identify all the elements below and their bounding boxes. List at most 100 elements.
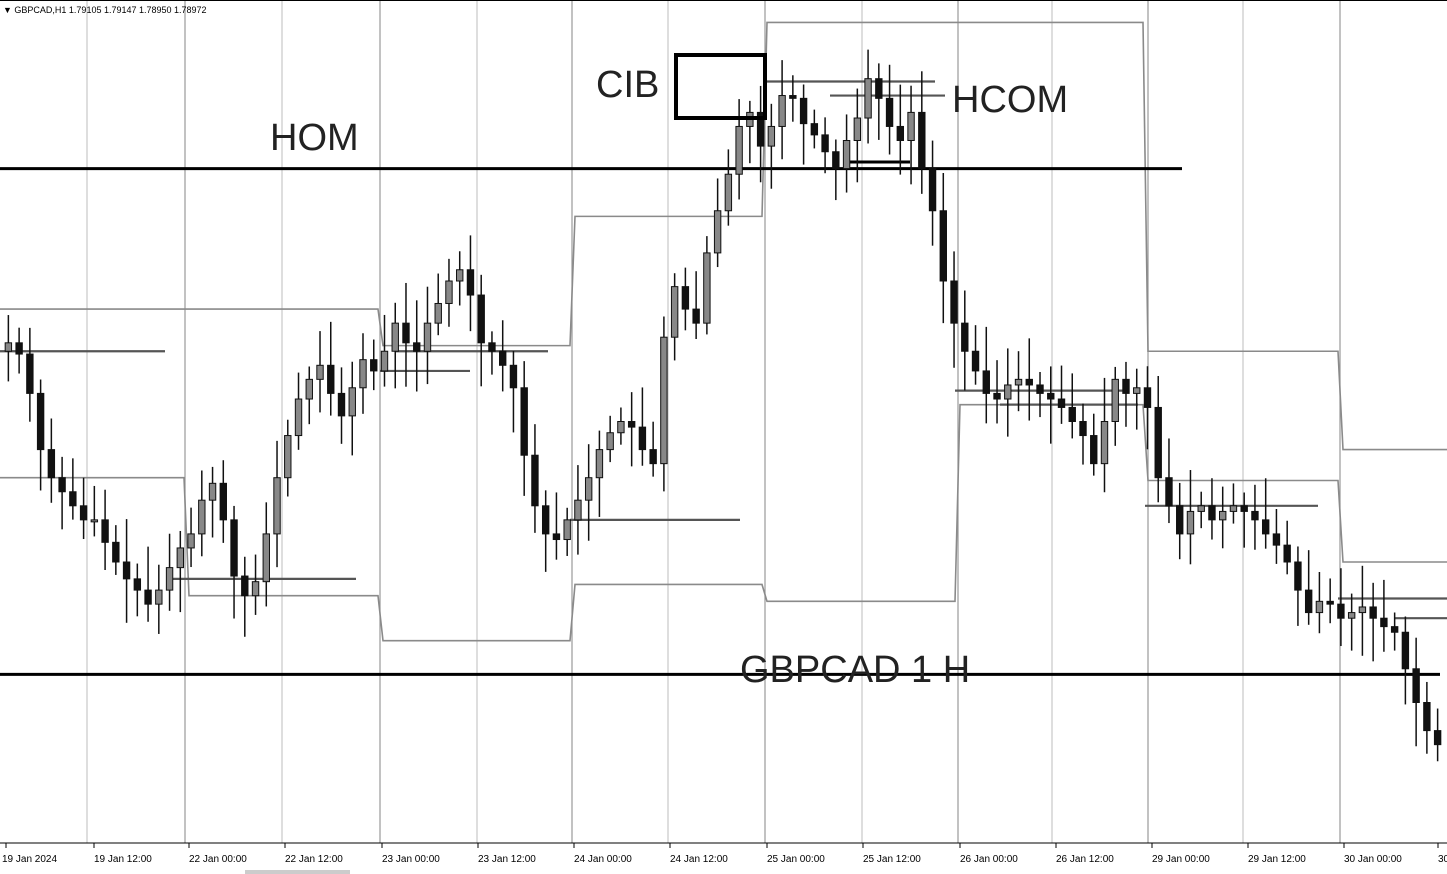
candle-body	[187, 533, 195, 549]
candle-body	[456, 269, 464, 282]
candle-body	[1068, 406, 1076, 423]
range-low-line	[0, 403, 1447, 642]
annotation-hom: HOM	[270, 117, 359, 159]
candle-body	[380, 350, 389, 372]
candle-body	[466, 269, 475, 296]
candle-body	[176, 547, 185, 569]
x-tick-label: 19 Jan 12:00	[94, 854, 152, 865]
candle-body	[402, 322, 410, 344]
candle-body	[928, 168, 937, 212]
symbol-info: ▼ GBPCAD,H1 1.79105 1.79147 1.78950 1.78…	[3, 5, 207, 15]
candle-body	[101, 519, 109, 543]
x-tick-label: 29 Jan 12:00	[1248, 854, 1306, 865]
candle-body	[853, 117, 862, 141]
daily-range-bands	[0, 21, 1447, 642]
candle-body	[305, 378, 313, 400]
candle-body	[1143, 387, 1152, 408]
candle-body	[563, 519, 571, 541]
candle-body	[810, 123, 819, 136]
candle-body	[477, 294, 485, 344]
candle-body	[241, 575, 249, 597]
candle-body	[907, 111, 915, 142]
x-tick-label: 23 Jan 00:00	[382, 854, 440, 865]
candle-body	[1036, 384, 1044, 394]
candle-body	[79, 505, 88, 521]
candle-body	[961, 322, 969, 352]
candle-body	[1347, 612, 1356, 619]
x-tick-label: 25 Jan 12:00	[863, 854, 921, 865]
annotation-hcom: HCOM	[952, 79, 1068, 121]
candle-body	[1111, 378, 1119, 423]
candle-body	[1090, 435, 1098, 465]
candle-body	[144, 589, 152, 605]
candle-body	[316, 364, 324, 380]
candle-body	[1100, 421, 1109, 465]
x-tick-label: 24 Jan 12:00	[670, 854, 728, 865]
candle-body	[294, 398, 303, 437]
candle-body	[198, 499, 206, 535]
candle-body	[649, 449, 657, 465]
candle-body	[1423, 702, 1431, 732]
candle-body	[1057, 398, 1066, 408]
candle-body	[982, 370, 990, 394]
candle-body	[832, 151, 840, 170]
candle-body	[574, 499, 582, 521]
candle-body	[939, 210, 947, 282]
candle-body	[735, 125, 743, 175]
candle-body	[1390, 626, 1399, 633]
candle-body	[950, 280, 958, 324]
candle-body	[90, 519, 99, 523]
candle-body	[1014, 378, 1023, 386]
candle-body	[842, 140, 851, 170]
candle-body	[1272, 533, 1281, 546]
candle-body	[423, 322, 432, 352]
candle-body	[1176, 505, 1184, 535]
candle-body	[799, 97, 808, 125]
candle-body	[724, 173, 733, 212]
x-tick-label: 30 Jan 00:00	[1344, 854, 1402, 865]
candle-body	[251, 581, 260, 597]
candle-body	[122, 561, 131, 580]
candle-body	[155, 589, 163, 605]
candle-body	[1025, 378, 1033, 386]
x-tick-label: 22 Jan 00:00	[189, 854, 247, 865]
candle-body	[1133, 387, 1141, 394]
candle-body	[778, 95, 786, 127]
candle-body	[284, 435, 292, 479]
candle-body	[756, 111, 765, 147]
candle-body	[896, 125, 905, 141]
candle-body	[337, 392, 346, 417]
x-tick-label: 25 Jan 00:00	[767, 854, 825, 865]
candle-body	[1186, 510, 1195, 535]
candle-body	[713, 210, 722, 254]
annotation-cib: CIB	[596, 64, 659, 106]
candle-body	[1154, 406, 1162, 479]
candle-body	[434, 302, 442, 324]
candle-body	[370, 359, 378, 372]
candle-body	[230, 519, 238, 577]
candle-body	[767, 125, 776, 147]
candle-body	[413, 342, 421, 352]
x-tick-label: 24 Jan 00:00	[574, 854, 632, 865]
x-axis-tick-labels: 19 Jan 2024 19 Jan 12:00 22 Jan 00:00 22 Ja…	[0, 842, 1447, 874]
candle-body	[617, 421, 625, 434]
range-high-line	[0, 21, 1447, 451]
pivot-lines	[0, 80, 1447, 620]
candle-body	[1197, 505, 1205, 512]
candle-body	[670, 286, 679, 338]
candle-body	[638, 426, 647, 451]
candle-body	[445, 280, 453, 304]
candle-body	[1401, 631, 1410, 670]
candle-body	[681, 286, 690, 310]
horizontal-levels	[0, 160, 1440, 676]
candle-body	[499, 350, 507, 366]
candle-body	[327, 364, 335, 394]
cib-box	[674, 53, 767, 120]
candle-body	[993, 392, 1001, 400]
candle-body	[348, 387, 356, 417]
candle-body	[36, 392, 45, 451]
candle-body	[627, 421, 636, 428]
candle-body	[531, 454, 539, 507]
candle-body	[1326, 600, 1334, 605]
